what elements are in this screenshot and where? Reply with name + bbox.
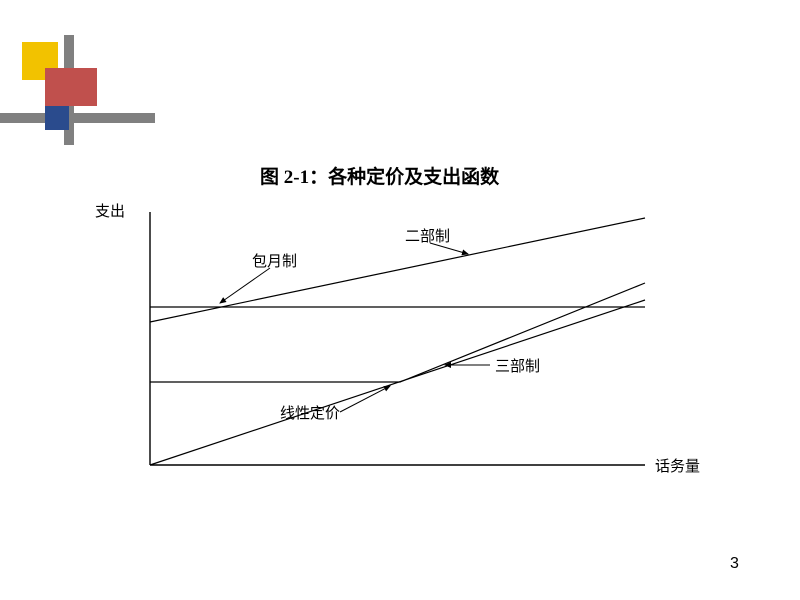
x-axis-label: 话务量 [655,455,700,476]
page-number: 3 [730,555,739,573]
line-label-二部制: 二部制 [405,225,450,246]
y-axis-label: 支出 [95,200,125,221]
line-label-包月制: 包月制 [252,250,297,271]
corner-decoration [0,0,200,160]
line-label-三部制: 三部制 [495,355,540,376]
chart-title: 图 2-1：各种定价及支出函数 [260,162,499,189]
slide: 图 2-1：各种定价及支出函数 支出 话务量 包月制 二部制三部制线性定价 3 [0,0,800,600]
line-label-线性定价: 线性定价 [280,402,340,423]
